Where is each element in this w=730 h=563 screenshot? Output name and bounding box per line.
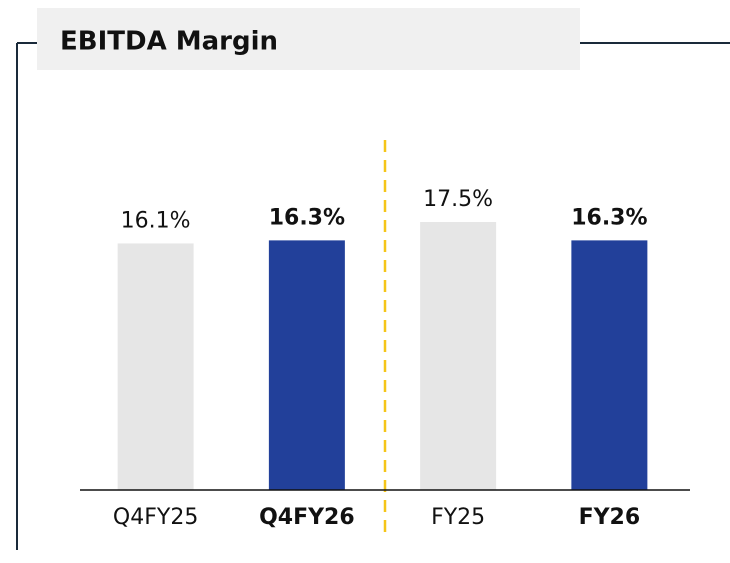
chart-title: EBITDA Margin (60, 27, 278, 57)
title-box (37, 8, 580, 70)
x-tick-label: Q4FY26 (259, 505, 355, 530)
value-label: 16.1% (121, 208, 191, 233)
value-label: 16.3% (571, 205, 647, 230)
x-tick-label: FY26 (579, 505, 641, 530)
value-label: 17.5% (423, 187, 493, 212)
bar (420, 222, 497, 490)
bar (571, 240, 648, 490)
bar (268, 240, 345, 490)
bar (117, 243, 194, 490)
x-tick-label: Q4FY25 (113, 505, 198, 530)
value-label: 16.3% (269, 205, 345, 230)
x-tick-label: FY25 (431, 505, 485, 530)
